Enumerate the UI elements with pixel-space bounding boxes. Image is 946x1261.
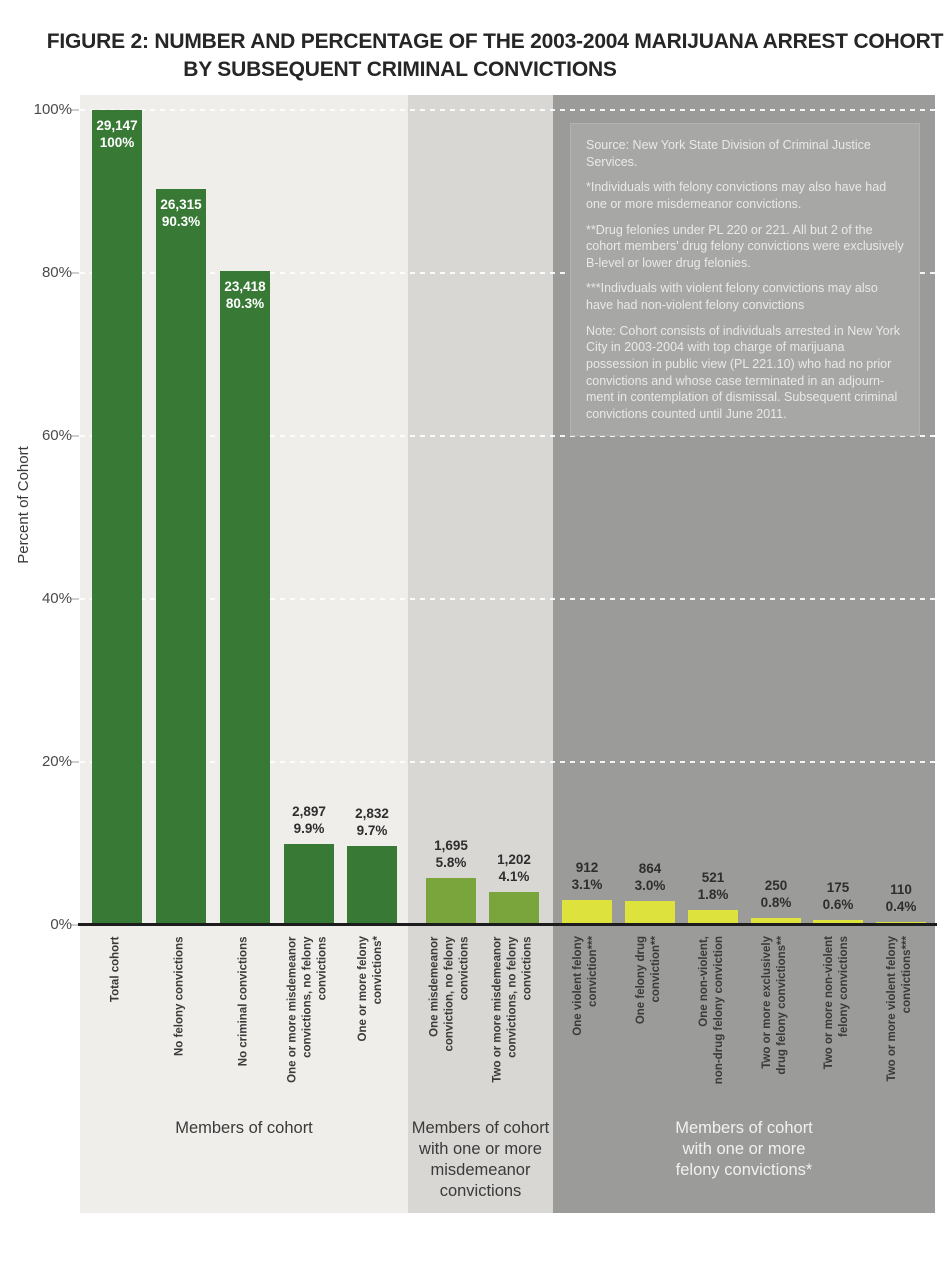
bar [156, 189, 206, 925]
group-label: Members of cohort with one or more misde… [411, 1119, 550, 1200]
x-axis-category-label: One violent felony conviction*** [572, 936, 599, 1036]
bar-value-label: 29,147 100% [96, 118, 138, 150]
bar-value-label: 23,418 80.3% [224, 279, 266, 311]
note-paragraph: Source: New York State Division of Crimi… [586, 138, 871, 169]
bar [489, 892, 539, 925]
x-axis-category-label: No criminal convictions [237, 936, 250, 1067]
bar [751, 918, 801, 925]
y-tick-label: 80% [41, 264, 72, 281]
y-tick-mark [71, 435, 79, 437]
source-notes-box: Source: New York State Division of Crimi… [570, 123, 920, 437]
x-axis-category-label: Two or more exclusively drug felony conv… [761, 936, 788, 1075]
x-axis-category-label: One or more misdemeanor convictions, no … [286, 936, 329, 1083]
x-axis-category-label: Total cohort [109, 936, 122, 1003]
note-paragraph: ***Indivduals with violent felony convic… [586, 281, 878, 312]
group-background [408, 95, 553, 1213]
bar-value-label: 250 0.8% [760, 878, 792, 910]
bar-value-label: 2,897 9.9% [292, 804, 326, 836]
bar-value-label: 521 1.8% [697, 870, 729, 902]
y-tick-label: 100% [33, 101, 72, 118]
gridline-20 [80, 761, 935, 763]
y-tick-mark [71, 598, 79, 600]
bar-value-label: 110 0.4% [885, 882, 917, 914]
bar [625, 901, 675, 925]
x-axis-category-label: No felony convictions [173, 936, 186, 1057]
y-tick-mark [71, 761, 79, 763]
bar [562, 900, 612, 925]
group-label: Members of cohort [175, 1119, 313, 1137]
x-axis-category-label: One non-violent, non-drug felony convict… [698, 936, 725, 1085]
bar-value-label: 175 0.6% [822, 880, 854, 912]
bar [92, 110, 142, 925]
y-tick-label: 0% [50, 916, 72, 933]
x-axis-category-label: Two or more violent felony convictions**… [886, 936, 913, 1082]
x-axis-category-label: Two or more misdemeanor convictions, no … [491, 936, 534, 1083]
bar [813, 920, 863, 925]
note-paragraph: *Individuals with felony convictions may… [586, 180, 887, 211]
y-tick-mark [71, 924, 79, 926]
bar-value-label: 26,315 90.3% [160, 197, 202, 229]
bar [284, 844, 334, 925]
page-title-line2: BY SUBSEQUENT CRIMINAL CONVICTIONS [183, 58, 617, 81]
bar-value-label: 1,202 4.1% [497, 852, 531, 884]
x-axis-category-label: One or more felony convictions* [357, 936, 384, 1042]
gridline-40 [80, 598, 935, 600]
y-tick-label: 20% [41, 753, 72, 770]
bar-value-label: 912 3.1% [571, 860, 603, 892]
gridline-80 [80, 272, 935, 274]
bar [347, 846, 397, 925]
x-axis-category-label: One misdemeanor conviction, no felony co… [428, 936, 471, 1052]
y-tick-label: 40% [41, 590, 72, 607]
bar [220, 271, 270, 925]
x-axis-category-label: One felony drug conviction** [635, 936, 662, 1025]
y-tick-label: 60% [41, 427, 72, 444]
group-label: Members of cohort with one or more felon… [675, 1119, 813, 1179]
bar [426, 878, 476, 925]
x-axis-line [78, 923, 937, 926]
bar-value-label: 2,832 9.7% [355, 806, 389, 838]
bar-value-label: 1,695 5.8% [434, 838, 468, 870]
note-paragraph: **Drug felonies under PL 220 or 221. All… [586, 222, 904, 270]
bar [688, 910, 738, 925]
bar-value-label: 864 3.0% [634, 861, 666, 893]
gridline-100 [80, 109, 935, 111]
y-tick-mark [71, 272, 79, 274]
page-title: FIGURE 2: NUMBER AND PERCENTAGE OF THE 2… [46, 30, 944, 53]
y-tick-mark [71, 109, 79, 111]
x-axis-category-label: Two or more non-violent felony convictio… [823, 936, 850, 1070]
gridline-60 [80, 435, 935, 437]
note-paragraph: Note: Cohort consists of individuals arr… [586, 323, 901, 421]
